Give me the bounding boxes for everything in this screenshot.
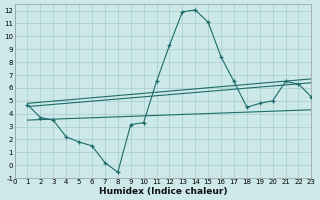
X-axis label: Humidex (Indice chaleur): Humidex (Indice chaleur) <box>99 187 227 196</box>
